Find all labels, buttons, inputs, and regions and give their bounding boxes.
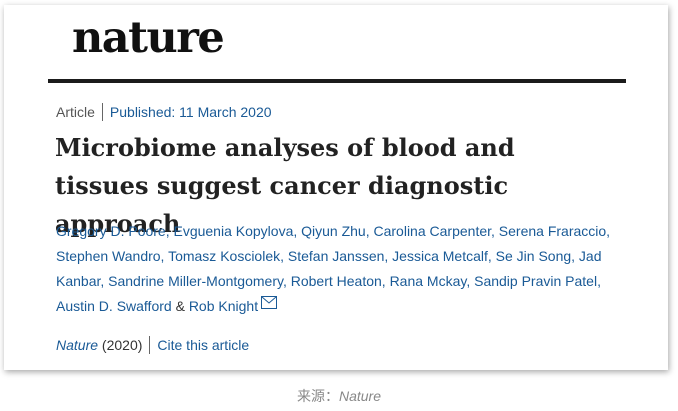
journal-divider (149, 336, 151, 354)
cite-article-link[interactable]: Cite this article (157, 337, 250, 353)
journal-name[interactable]: Nature (56, 337, 99, 353)
meta-divider (101, 103, 103, 121)
journal-citation: Nature (2020) Cite this article (56, 336, 249, 354)
mail-icon[interactable] (261, 296, 278, 309)
article-type: Article (56, 104, 95, 120)
header-rule (48, 79, 626, 83)
nature-logo[interactable]: nature (72, 13, 225, 63)
author-rob-knight[interactable]: Rob Knight (188, 298, 259, 314)
article-meta: Article Published: 11 March 2020 (56, 103, 272, 121)
article-title: Microbiome analyses of blood and tissues… (55, 133, 515, 238)
image-caption: 来源：Nature (0, 386, 678, 406)
caption-source: Nature (338, 388, 382, 404)
journal-year: (2020) (101, 337, 143, 353)
published-date: Published: 11 March 2020 (109, 104, 272, 120)
caption-label: 来源： (296, 388, 339, 404)
authors-links[interactable]: Gregory D. Poore, Evguenia Kopylova, Qiy… (56, 223, 611, 314)
article-card: nature Article Published: 11 March 2020 … (4, 5, 668, 370)
author-list: Gregory D. Poore, Evguenia Kopylova, Qiy… (56, 219, 616, 319)
authors-ampersand: & (175, 298, 185, 314)
